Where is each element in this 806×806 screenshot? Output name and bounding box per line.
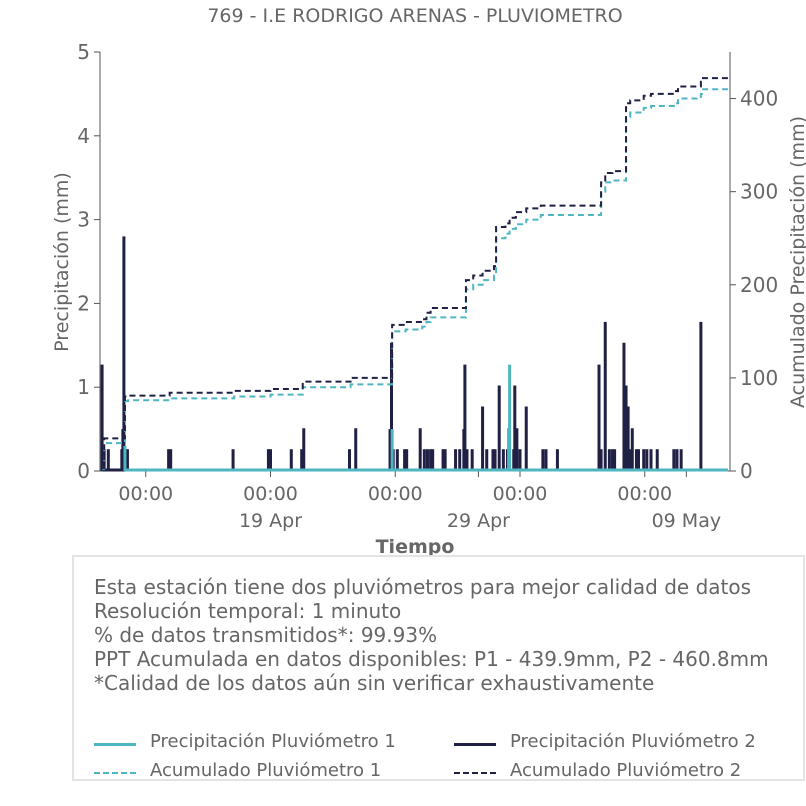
y-tick-label: 2 [77, 291, 90, 315]
y2-tick-label: 400 [740, 87, 778, 111]
info-line-resolution: Resolución temporal: 1 minuto [94, 599, 402, 623]
chart-title: 769 - I.E RODRIGO ARENAS - PLUVIOMETRO [207, 5, 622, 27]
x-tick-label-time: 00:00 [617, 483, 672, 505]
legend-label-a2: Acumulado Pluviómetro 2 [510, 760, 742, 781]
info-line-quality: *Calidad de los datos aún sin verificar … [94, 671, 655, 695]
y2-tick-label: 0 [740, 459, 753, 483]
y2-tick-label: 100 [740, 366, 778, 390]
legend-swatch-a1 [94, 772, 136, 774]
info-legend-box: Esta estación tiene dos pluviómetros par… [72, 555, 805, 781]
y-tick-label: 1 [77, 375, 90, 399]
y-tick-label: 4 [77, 124, 90, 148]
y-axis-label: Precipitación (mm) [51, 172, 73, 352]
x-tick-label-date: 19 Apr [239, 510, 302, 532]
x-tick-label-time: 00:00 [493, 483, 548, 505]
legend-label-p1: Precipitación Pluviómetro 1 [150, 731, 396, 752]
legend-swatch-a2 [454, 772, 496, 774]
acumulado-line-1 [102, 88, 728, 471]
legend-label-a1: Acumulado Pluviómetro 1 [150, 760, 382, 781]
info-line-accumulated: PPT Acumulada en datos disponibles: P1 -… [94, 647, 769, 671]
y2-tick-label: 300 [740, 180, 778, 204]
x-tick-label-date: 09 May [652, 510, 722, 532]
info-line-transmitted: % de datos transmitidos*: 99.93% [94, 623, 438, 647]
info-line-stations: Esta estación tiene dos pluviómetros par… [94, 575, 752, 599]
y-tick-label: 5 [77, 40, 90, 64]
y2-axis-label: Acumulado Precipitación (mm) [787, 116, 806, 408]
legend-swatch-p1 [94, 743, 136, 746]
x-tick-label-time: 00:00 [243, 483, 298, 505]
x-tick-label-date: 29 Apr [447, 510, 510, 532]
x-tick-label-time: 00:00 [368, 483, 423, 505]
acumulado-line-2 [102, 77, 728, 470]
x-tick-label-time: 00:00 [118, 483, 173, 505]
rainfall-chart: 769 - I.E RODRIGO ARENAS - PLUVIOMETRO 0… [51, 5, 806, 558]
legend-label-p2: Precipitación Pluviómetro 2 [510, 731, 756, 752]
y-tick-label: 3 [77, 208, 90, 232]
legend-swatch-p2 [454, 743, 496, 746]
x-axis-label: Tiempo [376, 536, 455, 558]
y-tick-label: 0 [77, 459, 90, 483]
y2-tick-label: 200 [740, 273, 778, 297]
